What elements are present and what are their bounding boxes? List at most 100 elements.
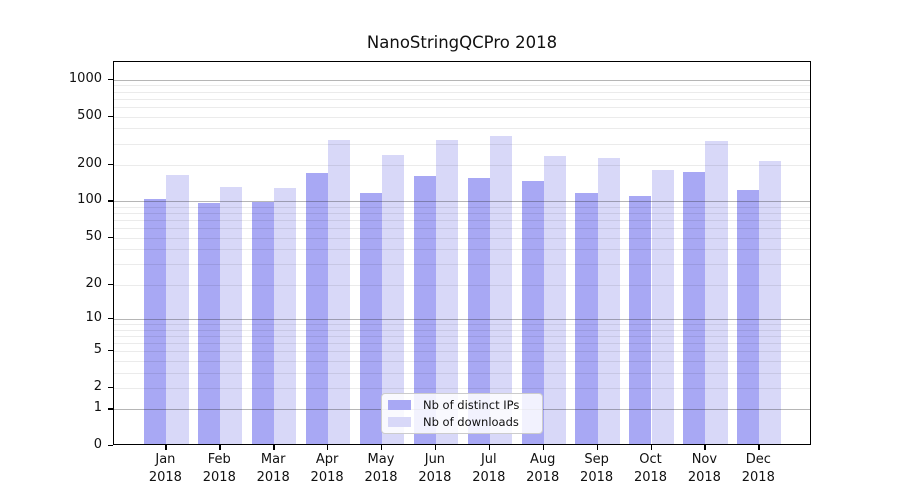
y-tick-label: 10 <box>85 309 102 325</box>
y-gridline-minor <box>114 213 810 215</box>
downloads-bar-aug <box>543 155 566 444</box>
y-gridline-minor <box>114 91 810 93</box>
ips-bar-jun <box>413 176 436 444</box>
y-gridline-minor <box>114 106 810 108</box>
y-gridline-minor <box>114 329 810 331</box>
x-tick-label-oct: Oct 2018 <box>633 452 668 485</box>
y-gridline-minor <box>114 324 810 325</box>
x-tick <box>381 445 383 450</box>
legend-row-downloads: Nb of downloads <box>388 414 536 430</box>
x-tick-label-jan: Jan 2018 <box>148 452 182 485</box>
y-tick <box>108 115 113 117</box>
y-gridline-minor <box>114 249 810 251</box>
ips-bar-mar <box>252 202 275 444</box>
y-tick <box>108 78 113 81</box>
x-tick-label-mar: Mar 2018 <box>256 452 290 485</box>
bars-layer <box>114 62 810 444</box>
downloads-bar-oct <box>651 170 674 444</box>
y-tick-label: 200 <box>77 155 102 171</box>
downloads-bar-nov <box>705 140 728 444</box>
x-tick-label-feb: Feb 2018 <box>202 452 236 485</box>
y-gridline-minor <box>114 128 810 130</box>
ips-bar-sep <box>575 193 598 444</box>
downloads-bar-may <box>382 154 405 444</box>
x-tick <box>542 445 545 450</box>
x-tick <box>327 445 329 450</box>
downloads-bar-mar <box>274 188 297 444</box>
y-gridline-major <box>114 79 810 81</box>
plot-area <box>113 61 811 445</box>
y-gridline-minor <box>114 220 810 222</box>
x-tick <box>596 445 598 450</box>
y-gridline-minor <box>114 164 810 166</box>
y-tick-label: 50 <box>85 228 102 244</box>
y-gridline-minor <box>114 342 810 344</box>
x-tick <box>704 445 706 450</box>
y-tick <box>108 386 113 389</box>
y-gridline-minor <box>114 264 810 265</box>
ips-bar-jul <box>467 177 490 444</box>
legend-label-downloads: Nb of downloads <box>423 414 519 429</box>
downloads-bar-dec <box>759 160 782 444</box>
y-tick-label: 20 <box>85 275 102 291</box>
y-gridline-minor <box>114 372 810 374</box>
x-tick-label-apr: Apr 2018 <box>310 452 344 485</box>
x-tick <box>488 445 491 450</box>
y-gridline-minor <box>114 387 810 389</box>
ips-bar-jan <box>144 199 167 444</box>
ips-bar-feb <box>198 203 221 444</box>
x-tick <box>165 445 167 450</box>
y-tick-label: 500 <box>77 107 102 123</box>
y-gridline-minor <box>114 284 810 286</box>
y-tick <box>108 317 113 320</box>
y-gridline-minor <box>114 237 810 239</box>
legend: Nb of distinct IPs Nb of downloads <box>381 393 543 434</box>
y-gridline-minor <box>114 98 810 100</box>
y-gridline-major <box>114 318 810 320</box>
x-tick-label-nov: Nov 2018 <box>687 452 721 485</box>
ips-bar-nov <box>683 171 706 444</box>
y-tick-label: 0 <box>93 437 102 452</box>
x-tick-label-sep: Sep 2018 <box>580 452 614 485</box>
y-tick <box>108 200 113 202</box>
ips-bar-apr <box>305 173 329 444</box>
x-tick <box>273 445 275 450</box>
x-tick <box>650 445 652 450</box>
y-gridline-minor <box>114 116 810 118</box>
downloads-bar-apr <box>328 139 351 444</box>
downloads-bar-jun <box>435 139 459 444</box>
y-tick-label: 1000 <box>68 70 102 86</box>
y-tick <box>108 445 113 447</box>
x-tick-label-jun: Jun 2018 <box>418 452 452 485</box>
ips-bar-aug <box>521 180 544 444</box>
downloads-bar-sep <box>597 158 620 444</box>
y-gridline-minor <box>114 85 810 87</box>
x-tick <box>219 445 221 450</box>
y-gridline-major <box>114 201 810 203</box>
y-gridline-minor <box>114 143 810 145</box>
y-tick <box>108 236 113 238</box>
x-tick-label-dec: Dec 2018 <box>741 452 775 485</box>
legend-swatch-distinct-ips-icon <box>388 400 411 411</box>
legend-label-distinct-ips: Nb of distinct IPs <box>423 398 520 413</box>
ips-bar-oct <box>629 195 652 444</box>
y-gridline-minor <box>114 360 810 362</box>
downloads-bar-jan <box>166 174 189 444</box>
y-tick <box>108 408 113 410</box>
grid-layer <box>114 62 810 444</box>
chart-title: NanoStringQCPro 2018 <box>366 33 558 52</box>
y-tick-label: 2 <box>93 378 102 394</box>
ips-bar-may <box>359 193 382 444</box>
legend-row-distinct-ips: Nb of distinct IPs <box>388 397 536 413</box>
x-tick-label-jul: Jul 2018 <box>472 452 506 485</box>
y-gridline-minor <box>114 335 810 337</box>
legend-swatch-downloads-icon <box>388 416 411 427</box>
downloads-bar-feb <box>220 186 243 444</box>
x-tick <box>434 445 437 450</box>
x-tick-label-may: May 2018 <box>364 452 398 485</box>
y-tick <box>108 350 113 352</box>
y-tick <box>108 283 113 285</box>
ips-bar-dec <box>737 189 760 444</box>
y-gridline-minor <box>114 351 810 352</box>
